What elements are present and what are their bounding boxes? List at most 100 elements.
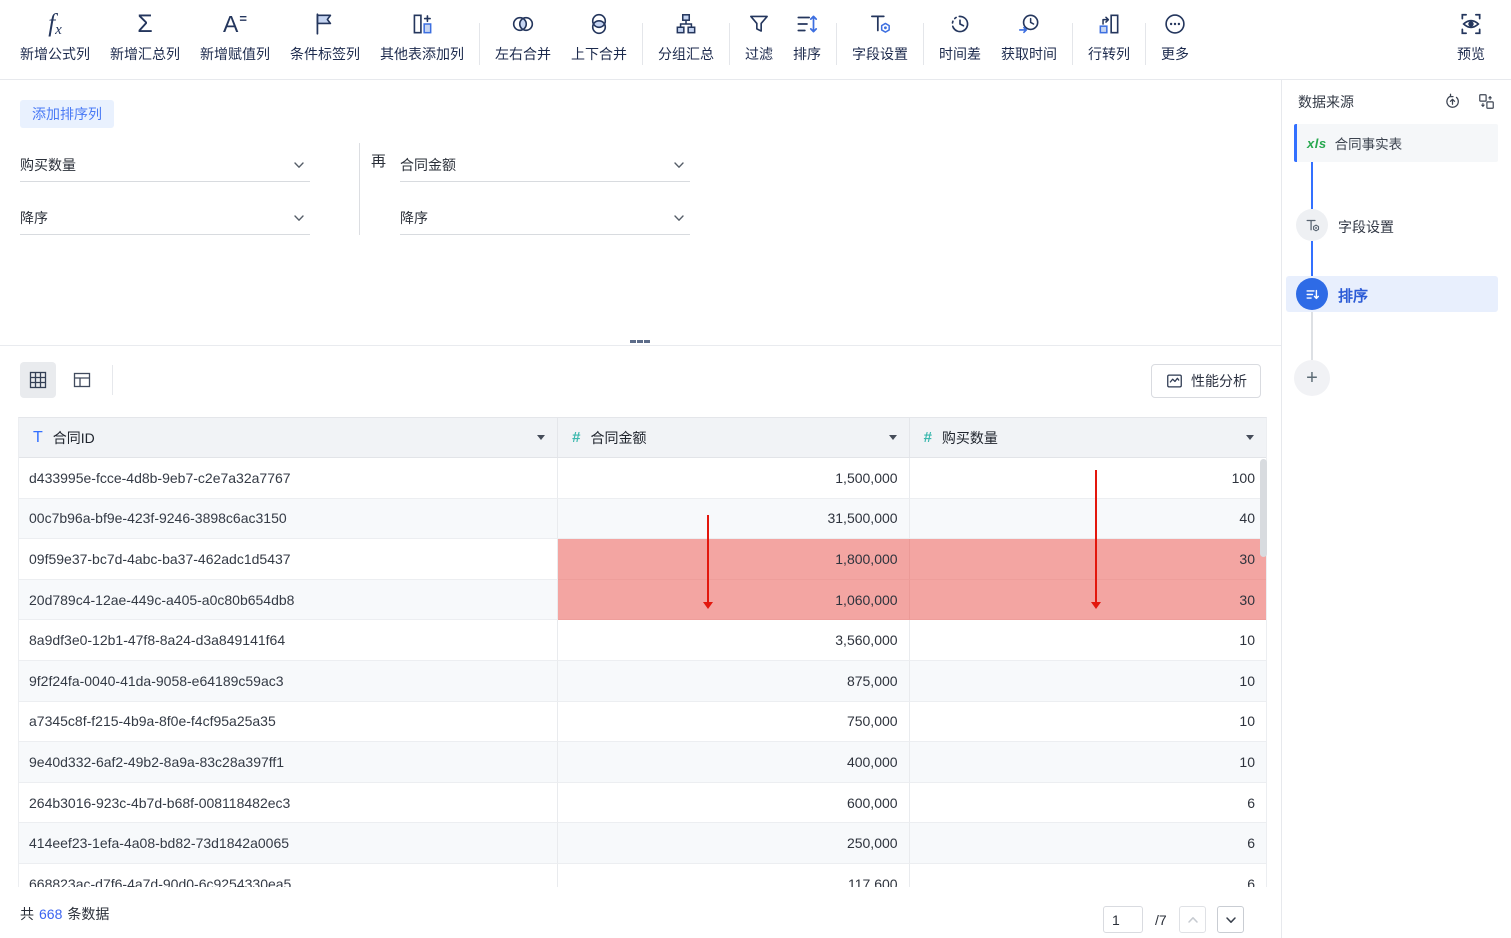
formula-icon: fx: [48, 9, 62, 38]
column-filter-icon[interactable]: [888, 435, 897, 440]
cell-quantity: 10: [909, 742, 1266, 783]
cell-contract-id: 668823ac-d7f6-4a7d-90d0-6c9254330ea5: [19, 863, 559, 887]
then-label: 再: [371, 153, 387, 170]
cell-contract-id: 09f59e37-bc7d-4abc-ba37-462adc1d5437: [19, 539, 559, 580]
card-view-toggle[interactable]: [64, 362, 100, 398]
cell-amount: 875,000: [558, 660, 910, 702]
toolbar-item-sort[interactable]: 排序: [783, 9, 831, 62]
field-settings-icon: [867, 9, 893, 39]
table-row: 00c7b96a-bf9e-423f-9246-3898c6ac3150 31,…: [19, 498, 1266, 540]
toolbar-item-get-time[interactable]: 获取时间: [991, 9, 1067, 62]
chevron-up-icon: [1187, 916, 1198, 923]
cell-quantity: 10: [909, 702, 1266, 743]
toolbar-item-formula-column[interactable]: fx 新增公式列: [20, 9, 90, 63]
column-header-contract-id[interactable]: T 合同ID: [19, 418, 559, 457]
cell-amount: 250,000: [558, 823, 910, 864]
table-row: 09f59e37-bc7d-4abc-ba37-462adc1d5437 1,8…: [19, 539, 1266, 580]
chevron-down-icon: [292, 211, 306, 225]
cell-quantity: 10: [909, 620, 1266, 661]
toolbar-item-merge-top-bottom[interactable]: 上下合并: [561, 9, 637, 62]
text-type-icon: T: [33, 428, 43, 446]
card-view-icon: [73, 372, 91, 388]
more-icon: [1162, 9, 1188, 39]
table-scrollbar[interactable]: [1260, 459, 1267, 557]
cell-quantity: 30: [909, 539, 1266, 580]
update-data-icon[interactable]: [1442, 91, 1462, 111]
previous-page-button[interactable]: [1179, 906, 1206, 933]
cell-amount: 750,000: [558, 701, 910, 743]
toolbar-separator: [479, 23, 480, 65]
cell-contract-id: 414eef23-1efa-4a08-bd82-73d1842a0065: [19, 823, 559, 864]
page-total-label: /7: [1155, 912, 1167, 928]
toolbar-item-aggregate-column[interactable]: Σ 新增汇总列: [110, 9, 180, 62]
toolbar-item-field-settings[interactable]: 字段设置: [842, 9, 918, 62]
cell-amount: 117,600: [558, 863, 910, 887]
performance-chart-icon: [1167, 374, 1182, 388]
replace-table-icon[interactable]: [1476, 91, 1496, 111]
pipeline-node-sort[interactable]: [1296, 278, 1328, 310]
merge-vertical-icon: [586, 9, 612, 39]
cell-amount: 1,060,000: [558, 579, 910, 621]
column-filter-icon[interactable]: [537, 435, 546, 440]
chevron-down-icon: [1225, 916, 1236, 923]
pivot-icon: [1096, 9, 1122, 39]
sort-field-select-1[interactable]: 购买数量: [20, 148, 310, 182]
data-source-sidebar: 数据来源 xls 合同事实表 字段设置 排序 +: [1281, 80, 1511, 938]
cell-amount: 3,560,000: [558, 620, 910, 661]
toolbar-item-row-to-column[interactable]: 行转列: [1078, 9, 1140, 62]
pipeline-connector: [1311, 162, 1313, 209]
toolbar-item-time-diff[interactable]: 时间差: [929, 9, 991, 62]
table-body: d433995e-fcce-4d8b-9eb7-c2e7a32a7767 1,5…: [19, 458, 1266, 887]
sidebar-title: 数据来源: [1298, 94, 1354, 110]
next-page-button[interactable]: [1217, 906, 1244, 933]
cell-quantity: 6: [909, 783, 1266, 824]
total-count: 668: [39, 906, 63, 922]
column-header-amount[interactable]: # 合同金额: [558, 418, 910, 457]
grid-view-toggle[interactable]: [20, 362, 56, 398]
table-row: 264b3016-923c-4b7d-b68f-008118482ec3 600…: [19, 782, 1266, 824]
table-row: 414eef23-1efa-4a08-bd82-73d1842a0065 250…: [19, 823, 1266, 864]
sort-order-select-2[interactable]: 降序: [400, 201, 690, 235]
sort-icon: [794, 9, 820, 39]
toolbar-item-preview[interactable]: 预览: [1447, 9, 1495, 62]
toolbar-item-add-column-from-table[interactable]: 其他表添加列: [370, 9, 474, 62]
total-rows-text: 共 668 条数据: [20, 906, 110, 922]
flag-icon: [312, 9, 338, 39]
cell-contract-id: 264b3016-923c-4b7d-b68f-008118482ec3: [19, 782, 559, 824]
pipeline-label-field-settings[interactable]: 字段设置: [1338, 219, 1394, 235]
time-diff-icon: [947, 9, 973, 39]
table-row: 668823ac-d7f6-4a7d-90d0-6c9254330ea5 117…: [19, 863, 1266, 887]
table-row: 20d789c4-12ae-449c-a405-a0c80b654db8 1,0…: [19, 579, 1266, 621]
toolbar-separator: [1072, 23, 1073, 65]
toolbar-item-condition-tag-column[interactable]: 条件标签列: [280, 9, 370, 62]
toolbar-item-filter[interactable]: 过滤: [735, 9, 783, 62]
table-header-row: T 合同ID # 合同金额 # 购买数量: [19, 418, 1266, 458]
sort-group-divider: [359, 143, 360, 235]
performance-analysis-button[interactable]: 性能分析: [1151, 364, 1261, 398]
sort-order-value-1: 降序: [20, 209, 48, 226]
cell-amount: 400,000: [558, 742, 910, 783]
chevron-down-icon: [292, 158, 306, 172]
toolbar-item-merge-left-right[interactable]: 左右合并: [485, 9, 561, 62]
table-row: a7345c8f-f215-4b9a-8f0e-f4cf95a25a35 750…: [19, 701, 1266, 743]
toolbar-separator: [642, 23, 643, 65]
cell-amount: 600,000: [558, 782, 910, 824]
page-number-input[interactable]: [1103, 906, 1143, 933]
toolbar-item-assign-column[interactable]: A= 新增赋值列: [200, 11, 270, 62]
pipeline-label-sort[interactable]: 排序: [1338, 288, 1369, 305]
toolbar-item-more[interactable]: 更多: [1151, 9, 1199, 62]
add-step-button[interactable]: +: [1294, 360, 1330, 396]
pipeline-node-field-settings[interactable]: [1296, 209, 1328, 241]
sort-field-select-2[interactable]: 合同金额: [400, 148, 690, 182]
toolbar-separator: [1145, 23, 1146, 65]
source-table-card[interactable]: xls 合同事实表: [1294, 124, 1498, 162]
sort-order-select-1[interactable]: 降序: [20, 201, 310, 235]
column-filter-icon[interactable]: [1246, 435, 1254, 440]
panel-resize-handle[interactable]: [627, 338, 653, 352]
toolbar-item-group-summary[interactable]: 分组汇总: [648, 9, 724, 62]
cell-quantity: 40: [909, 499, 1266, 540]
column-header-quantity[interactable]: # 购买数量: [910, 418, 1266, 457]
add-sort-column-button[interactable]: 添加排序列: [20, 100, 114, 128]
chevron-down-icon: [672, 158, 686, 172]
